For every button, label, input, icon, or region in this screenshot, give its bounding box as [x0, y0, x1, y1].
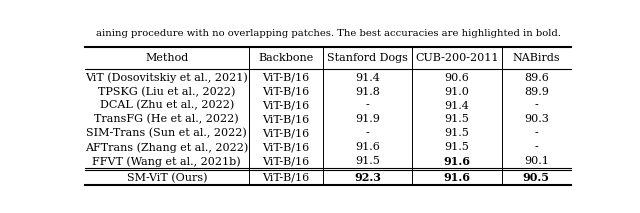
Text: 91.4: 91.4 [445, 101, 469, 111]
Text: FFVT (Wang et al., 2021b): FFVT (Wang et al., 2021b) [93, 156, 241, 167]
Text: ViT-B/16: ViT-B/16 [262, 101, 310, 111]
Text: SIM-Trans (Sun et al., 2022): SIM-Trans (Sun et al., 2022) [86, 128, 247, 139]
Text: Stanford Dogs: Stanford Dogs [327, 53, 408, 63]
Text: 91.8: 91.8 [355, 86, 380, 96]
Text: 91.6: 91.6 [355, 142, 380, 152]
Text: 91.5: 91.5 [445, 114, 469, 124]
Text: 90.1: 90.1 [524, 156, 548, 166]
Text: 91.4: 91.4 [355, 73, 380, 83]
Text: Method: Method [145, 53, 188, 63]
Text: 91.9: 91.9 [355, 114, 380, 124]
Text: ViT-B/16: ViT-B/16 [262, 128, 310, 138]
Text: ViT-B/16: ViT-B/16 [262, 173, 310, 183]
Text: 90.6: 90.6 [445, 73, 469, 83]
Text: DCAL (Zhu et al., 2022): DCAL (Zhu et al., 2022) [100, 100, 234, 111]
Text: -: - [534, 128, 538, 138]
Text: 89.9: 89.9 [524, 86, 548, 96]
Text: AFTrans (Zhang et al., 2022): AFTrans (Zhang et al., 2022) [85, 142, 248, 153]
Text: Backbone: Backbone [258, 53, 314, 63]
Text: SM-ViT (Ours): SM-ViT (Ours) [127, 173, 207, 183]
Text: ViT-B/16: ViT-B/16 [262, 73, 310, 83]
Text: -: - [366, 128, 369, 138]
Text: -: - [534, 101, 538, 111]
Text: -: - [366, 101, 369, 111]
Text: -: - [534, 142, 538, 152]
Text: 89.6: 89.6 [524, 73, 548, 83]
Text: TPSKG (Liu et al., 2022): TPSKG (Liu et al., 2022) [98, 86, 236, 97]
Text: 91.6: 91.6 [444, 156, 470, 167]
Text: ViT (Dosovitskiy et al., 2021): ViT (Dosovitskiy et al., 2021) [85, 72, 248, 83]
Text: 90.3: 90.3 [524, 114, 548, 124]
Text: CUB-200-2011: CUB-200-2011 [415, 53, 499, 63]
Text: 91.5: 91.5 [355, 156, 380, 166]
Text: ViT-B/16: ViT-B/16 [262, 142, 310, 152]
Text: TransFG (He et al., 2022): TransFG (He et al., 2022) [95, 114, 239, 125]
Text: ViT-B/16: ViT-B/16 [262, 114, 310, 124]
Text: 92.3: 92.3 [354, 172, 381, 183]
Text: aining procedure with no overlapping patches. The best accuracies are highlighte: aining procedure with no overlapping pat… [95, 29, 561, 38]
Text: 91.6: 91.6 [444, 172, 470, 183]
Text: 90.5: 90.5 [523, 172, 550, 183]
Text: ViT-B/16: ViT-B/16 [262, 86, 310, 96]
Text: ViT-B/16: ViT-B/16 [262, 156, 310, 166]
Text: 91.0: 91.0 [445, 86, 469, 96]
Text: 91.5: 91.5 [445, 142, 469, 152]
Text: NABirds: NABirds [513, 53, 560, 63]
Text: 91.5: 91.5 [445, 128, 469, 138]
